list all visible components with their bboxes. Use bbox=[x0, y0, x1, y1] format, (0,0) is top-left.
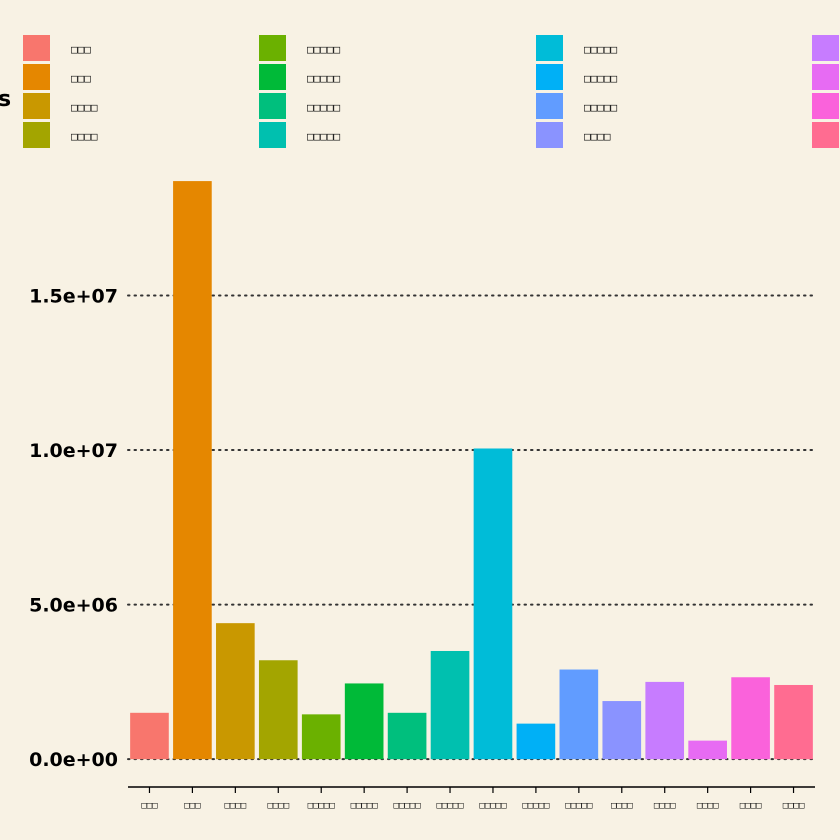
x-tick-label: □□□□ bbox=[267, 801, 289, 811]
legend-swatch bbox=[259, 35, 286, 61]
legend-swatch bbox=[23, 64, 50, 90]
y-tick-label: 1.0e+07 bbox=[29, 440, 118, 462]
legend-swatch bbox=[23, 93, 50, 119]
legend-swatch bbox=[812, 93, 839, 119]
legend-label: □□□ bbox=[71, 72, 91, 85]
x-tick-label: □□□□□ bbox=[522, 801, 550, 811]
bars bbox=[130, 181, 813, 760]
legend-label: □□□ bbox=[71, 43, 91, 56]
x-tick-label: □□□□□ bbox=[436, 801, 464, 811]
legend-swatch bbox=[812, 35, 839, 61]
x-tick-label: □□□ bbox=[141, 801, 158, 811]
legend-swatch bbox=[23, 122, 50, 148]
y-tick-label: 0.0e+00 bbox=[29, 749, 118, 771]
bar bbox=[731, 677, 770, 760]
bar bbox=[602, 701, 642, 760]
y-tick-label: 5.0e+06 bbox=[29, 595, 118, 617]
bar bbox=[258, 660, 298, 760]
x-tick-label: □□□□ bbox=[611, 801, 633, 811]
legend-swatch bbox=[536, 35, 563, 61]
legend-swatch bbox=[812, 64, 839, 90]
y-axis-ticks: 0.0e+00 5.0e+06 1.0e+07 1.5e+07 bbox=[29, 285, 118, 771]
x-tick-label: □□□□□ bbox=[479, 801, 507, 811]
bar bbox=[559, 669, 599, 760]
legend-label: □□□□□ bbox=[307, 130, 340, 143]
legend: □□□□□□□□□□□□□□□□□□□□□□□□□□□□□□□□□□□□□□□□… bbox=[23, 35, 839, 148]
x-tick-label: □□□ bbox=[184, 801, 201, 811]
x-tick-label: □□□□□ bbox=[351, 801, 379, 811]
bar bbox=[645, 681, 685, 760]
x-tick-label: □□□□ bbox=[740, 801, 762, 811]
bar bbox=[387, 712, 427, 760]
legend-label: □□□□□ bbox=[307, 43, 340, 56]
legend-label: □□□□□ bbox=[584, 72, 617, 85]
legend-label: □□□□□ bbox=[584, 43, 617, 56]
legend-swatch bbox=[259, 93, 286, 119]
legend-swatch bbox=[23, 35, 50, 61]
bar bbox=[301, 714, 341, 760]
y-tick-label: 1.5e+07 bbox=[29, 285, 118, 307]
bar bbox=[344, 683, 384, 760]
bar bbox=[774, 684, 813, 760]
legend-swatch bbox=[536, 64, 563, 90]
bar bbox=[216, 623, 255, 760]
x-tick-label: □□□□ bbox=[783, 801, 805, 811]
bar bbox=[516, 723, 556, 760]
legend-swatch bbox=[812, 122, 839, 148]
x-tick-label: □□□□ bbox=[697, 801, 719, 811]
x-axis: □□□ □□□ □□□□ □□□□ □□□□□ □□□□□ □□□□□ □□□□□ □□□□□ □… bbox=[128, 786, 815, 811]
bar bbox=[473, 448, 513, 760]
legend-swatch bbox=[536, 122, 563, 148]
x-tick-label: □□□□□ bbox=[308, 801, 336, 811]
legend-label: □□□□□ bbox=[307, 101, 340, 114]
legend-label: □□□□ bbox=[71, 130, 98, 143]
legend-swatch bbox=[536, 93, 563, 119]
legend-swatch bbox=[259, 122, 286, 148]
legend-label: □□□□ bbox=[71, 101, 98, 114]
legend-label: □□□□ bbox=[584, 130, 611, 143]
legend-label: □□□□□ bbox=[584, 101, 617, 114]
legend-label: □□□□□ bbox=[307, 72, 340, 85]
y-axis-label: s bbox=[0, 87, 11, 112]
legend-swatch bbox=[259, 64, 286, 90]
x-tick-label: □□□□□ bbox=[394, 801, 422, 811]
x-tick-label: □□□□ bbox=[654, 801, 676, 811]
x-tick-label: □□□□ bbox=[225, 801, 247, 811]
x-tick-label: □□□□□ bbox=[565, 801, 593, 811]
bar bbox=[430, 650, 470, 760]
bar bbox=[130, 712, 169, 760]
bar bbox=[173, 181, 212, 760]
bar bbox=[688, 740, 727, 760]
